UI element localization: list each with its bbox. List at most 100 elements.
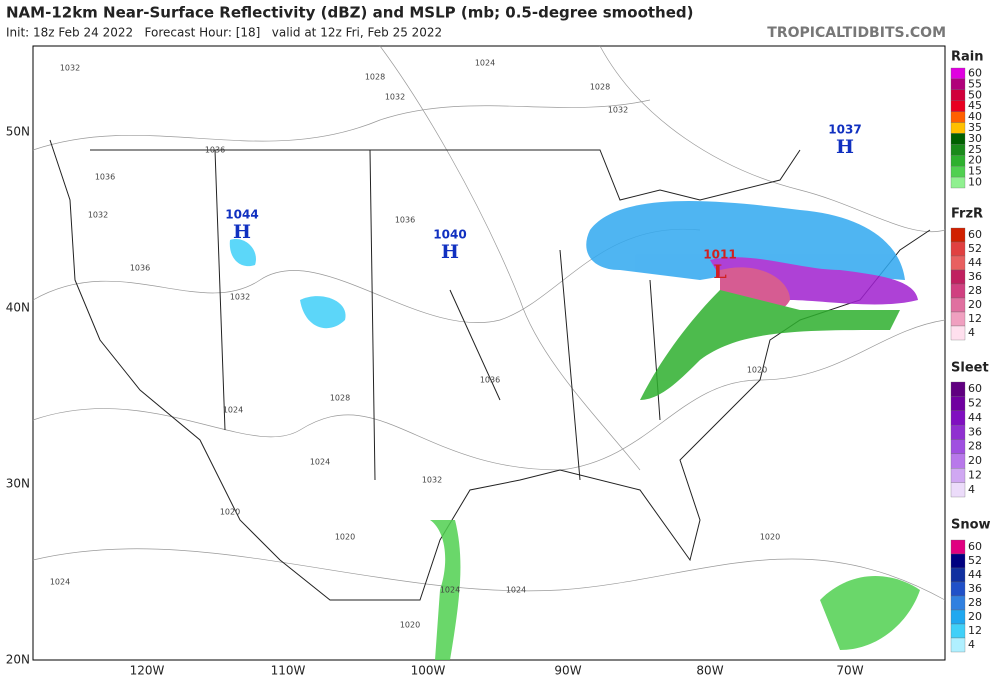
legend-tick: 28 — [968, 440, 982, 453]
legend-title: Snow — [951, 518, 991, 533]
isobar-label: 1036 — [130, 264, 150, 273]
legend-swatch — [950, 255, 966, 271]
legend-swatch — [950, 581, 966, 597]
legend-swatch — [950, 424, 966, 440]
isobar-label: 1020 — [400, 621, 420, 630]
lat-label: 30N — [6, 477, 30, 491]
isobar-label: 1024 — [475, 59, 495, 68]
legend-swatch — [950, 111, 966, 123]
pressure-value: 1040 — [433, 228, 466, 242]
subtitle: Init: 18z Feb 24 2022 Forecast Hour: [18… — [6, 26, 442, 40]
pressure-letter: H — [836, 136, 854, 158]
lon-label: 70W — [836, 664, 863, 678]
legend-swatch — [950, 410, 966, 426]
legend-tick: 60 — [968, 66, 982, 79]
legend-tick: 20 — [968, 154, 982, 167]
legend-swatch — [950, 166, 966, 178]
lat-label: 50N — [6, 125, 30, 139]
legend-tick: 20 — [968, 610, 982, 623]
legend-swatch — [950, 468, 966, 483]
legend-swatch — [950, 67, 966, 80]
legend-tick: 60 — [968, 540, 982, 553]
legend-swatch — [950, 122, 966, 134]
legend-swatch — [950, 396, 966, 411]
isobar-label: 1024 — [50, 578, 70, 587]
lon-label: 90W — [554, 664, 581, 678]
pressure-letter: H — [233, 221, 251, 243]
legend-swatch — [950, 567, 966, 583]
legend-tick: 10 — [968, 176, 982, 189]
legend-tick: 4 — [968, 326, 975, 339]
legend-tick: 44 — [968, 256, 982, 269]
legend-swatch — [950, 553, 966, 569]
legend-swatch — [950, 100, 966, 112]
pressure-value: 1011 — [703, 248, 736, 262]
legend-swatch — [950, 241, 966, 257]
map — [32, 45, 946, 661]
legend-tick: 36 — [968, 425, 982, 438]
legend-title: Rain — [951, 50, 984, 65]
isobar-label: 1028 — [590, 83, 610, 92]
legend-title: FrzR — [951, 207, 983, 222]
isobar-label: 1036 — [395, 216, 415, 225]
legend-swatch — [950, 297, 966, 313]
isobar-label: 1024 — [310, 458, 330, 467]
isobar-label: 1020 — [220, 508, 240, 517]
legend-swatch — [950, 609, 966, 625]
lon-label: 110W — [271, 664, 306, 678]
legend-swatch — [950, 133, 966, 145]
isobar-label: 1024 — [223, 406, 243, 415]
isobar-label: 1036 — [480, 376, 500, 385]
legend-swatch — [950, 325, 966, 341]
legend-tick: 45 — [968, 99, 982, 112]
lon-label: 100W — [411, 664, 446, 678]
isobar-label: 1036 — [205, 146, 225, 155]
legend-swatch — [950, 227, 966, 243]
legend-tick: 50 — [968, 88, 982, 101]
legend-tick: 20 — [968, 454, 982, 467]
isobar-label: 1024 — [506, 586, 526, 595]
legend-tick: 28 — [968, 284, 982, 297]
legend-tick: 12 — [968, 468, 982, 481]
legend-swatch — [950, 439, 966, 455]
legend-swatch — [950, 482, 966, 498]
pressure-letter: L — [713, 261, 726, 283]
legend-swatch — [950, 381, 966, 397]
legend-swatch — [950, 269, 966, 285]
isobar-label: 1032 — [88, 211, 108, 220]
isobar-label: 1036 — [95, 173, 115, 182]
legend-swatch — [950, 595, 966, 611]
legend-tick: 36 — [968, 270, 982, 283]
legend-swatch — [950, 89, 966, 101]
isobar-label: 1032 — [60, 64, 80, 73]
lat-label: 40N — [6, 301, 30, 315]
title: NAM-12km Near-Surface Reflectivity (dBZ)… — [6, 4, 694, 22]
legend-tick: 30 — [968, 132, 982, 145]
lat-label: 20N — [6, 653, 30, 667]
legend-tick: 60 — [968, 228, 982, 241]
site: TROPICALTIDBITS.COM — [767, 25, 946, 41]
legend-tick: 52 — [968, 242, 982, 255]
legend-tick: 12 — [968, 312, 982, 325]
legend-tick: 44 — [968, 411, 982, 424]
legend-swatch — [950, 155, 966, 167]
legend-tick: 40 — [968, 110, 982, 123]
isobar-label: 1020 — [760, 533, 780, 542]
legend-swatch — [950, 311, 966, 327]
legend-tick: 35 — [968, 121, 982, 134]
isobar-label: 1032 — [385, 93, 405, 102]
legend-tick: 44 — [968, 568, 982, 581]
legend-swatch — [950, 144, 966, 156]
isobar-label: 1028 — [330, 394, 350, 403]
legend-swatch — [950, 623, 966, 639]
legend-swatch — [950, 637, 966, 653]
legend-swatch — [950, 453, 966, 469]
pressure-value: 1044 — [225, 208, 258, 222]
pressure-value: 1037 — [828, 123, 861, 137]
legend-tick: 55 — [968, 77, 982, 90]
legend-tick: 4 — [968, 638, 975, 651]
legend-tick: 20 — [968, 298, 982, 311]
legend-swatch — [950, 176, 966, 189]
legend-tick: 25 — [968, 143, 982, 156]
